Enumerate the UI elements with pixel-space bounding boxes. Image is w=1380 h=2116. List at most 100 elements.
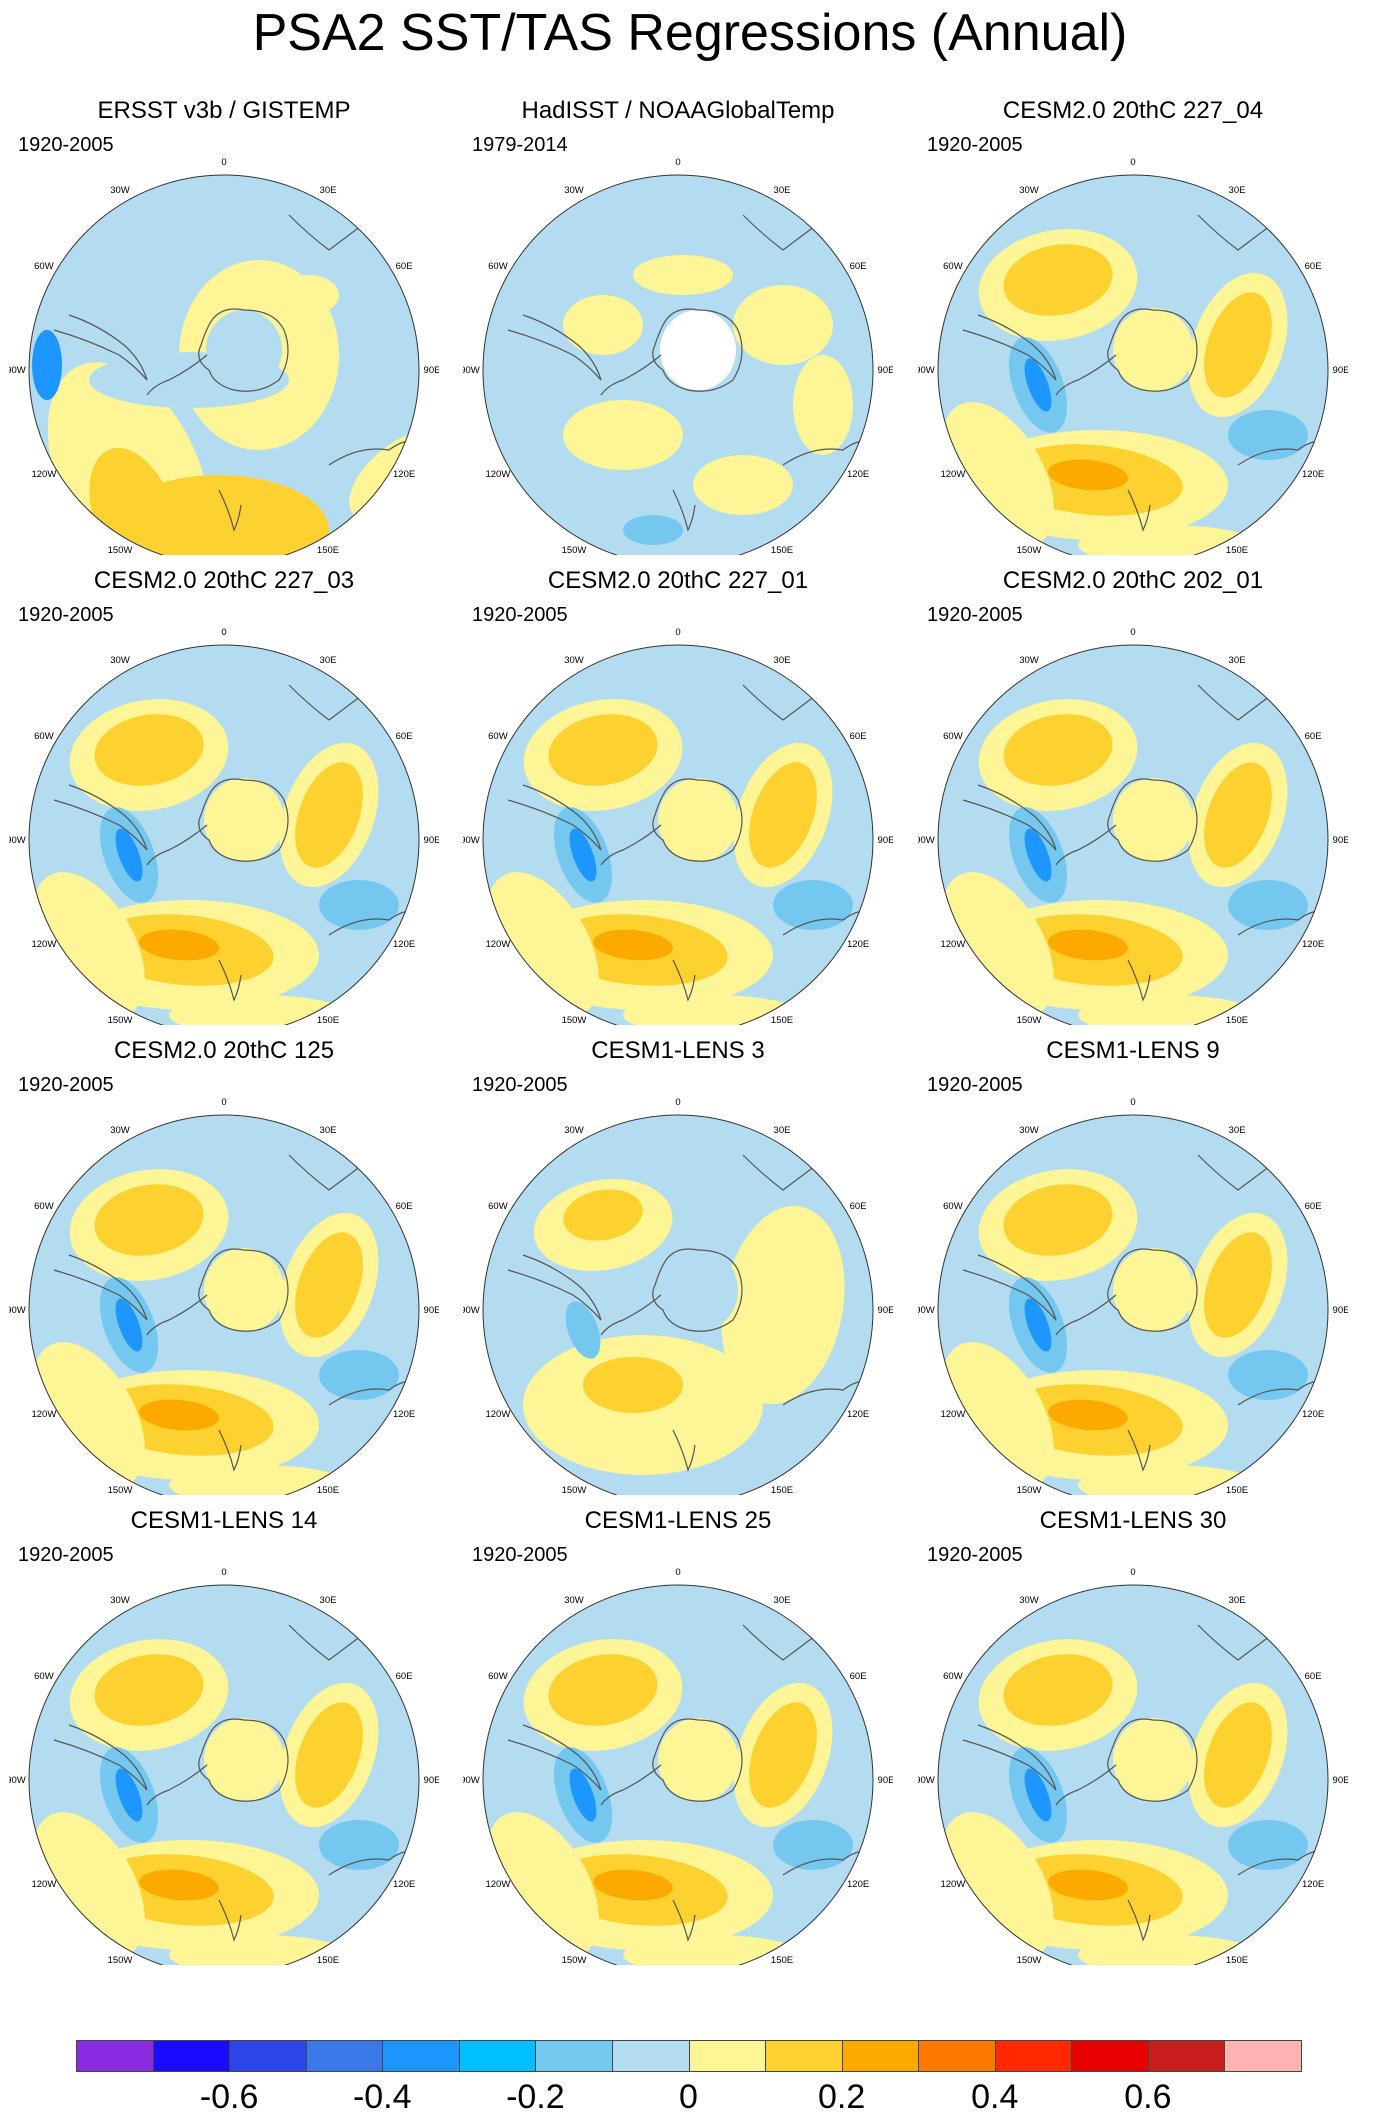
anomaly-region	[563, 400, 683, 470]
longitude-label: 90W	[918, 1305, 935, 1316]
anomaly-region	[319, 1350, 399, 1400]
longitude-label: 30W	[110, 1125, 130, 1136]
map-panel: CESM1-LENS 30 1920-2005 0 30E 60E 90E 120E 150E…	[918, 1505, 1348, 1965]
anomaly-region	[1204, 762, 1272, 868]
panel-period: 1920-2005	[927, 604, 1023, 626]
anomaly-region	[1078, 1935, 1258, 1965]
longitude-label: 0	[1130, 1097, 1135, 1108]
anomaly-region	[593, 929, 673, 961]
longitude-label: 0	[221, 1097, 226, 1108]
longitude-label: 60E	[850, 1201, 867, 1212]
longitude-label: 60W	[488, 1671, 508, 1682]
longitude-label: 60E	[850, 1671, 867, 1682]
longitude-label: 60W	[943, 261, 963, 272]
panel-title: CESM2.0 20thC 227_03	[93, 567, 355, 594]
longitude-label: 150W	[562, 1955, 587, 1965]
panel-title: CESM2.0 20thC 125	[113, 1037, 335, 1064]
colorbar-swatch	[76, 2040, 154, 2072]
longitude-label: 120E	[393, 1409, 415, 1420]
anomaly-region	[1113, 778, 1193, 862]
longitude-label: 150W	[108, 1955, 133, 1965]
main-title: PSA2 SST/TAS Regressions (Annual)	[252, 4, 1128, 62]
longitude-label: 90E	[878, 835, 893, 846]
panel-period: 1920-2005	[927, 1074, 1023, 1096]
longitude-label: 60W	[943, 1201, 963, 1212]
longitude-label: 60E	[1305, 1201, 1322, 1212]
longitude-label: 30W	[1019, 655, 1039, 666]
anomaly-region	[204, 1248, 284, 1332]
longitude-label: 0	[675, 627, 680, 638]
map-boundary	[28, 1584, 420, 1965]
longitude-label: 0	[221, 627, 226, 638]
longitude-label: 120W	[485, 1409, 510, 1420]
longitude-label: 0	[221, 1567, 226, 1578]
colorbar-label: -0.6	[199, 2078, 259, 2116]
colorbar-swatch	[229, 2040, 307, 2072]
longitude-label: 90W	[9, 835, 26, 846]
anomaly-region	[32, 330, 62, 400]
colorbar-swatch	[305, 2040, 384, 2072]
longitude-label: 90E	[1333, 1305, 1348, 1316]
longitude-label: 120W	[31, 1879, 56, 1890]
longitude-label: 30E	[1229, 185, 1246, 196]
longitude-label: 0	[1130, 1567, 1135, 1578]
anomaly-region	[169, 1935, 349, 1965]
colorbar-label: 0	[679, 2078, 698, 2116]
anomaly-region	[563, 1189, 643, 1241]
polar-map: 030E60E90E120E150E180150W120W90W60W30W	[9, 1097, 439, 1495]
anomaly-region	[1024, 1768, 1052, 1822]
longitude-label: 60E	[396, 1201, 413, 1212]
polar-map: 030E60E90E120E150E180150W120W90W60W30W	[9, 1567, 439, 1965]
longitude-label: 150W	[562, 545, 587, 555]
map-panel: CESM1-LENS 14 1920-2005 0 30E 60E 90E 120E 150E…	[9, 1505, 439, 1965]
polar-map: 030E60E90E120E150E180150W120W90W60W30W	[9, 627, 439, 1025]
anomaly-region	[115, 1298, 143, 1352]
anomaly-region	[295, 1232, 363, 1338]
map-boundary	[937, 644, 1329, 1025]
longitude-label: 60W	[943, 1671, 963, 1682]
longitude-label: 90E	[878, 1775, 893, 1786]
anomaly-region	[569, 828, 597, 882]
longitude-label: 90W	[918, 1775, 935, 1786]
anomaly-region	[721, 1205, 845, 1405]
anomaly-region	[623, 1935, 803, 1965]
longitude-label: 0	[675, 157, 680, 168]
anomaly-region	[1204, 1232, 1272, 1338]
anomaly-region	[115, 1768, 143, 1822]
map-boundary	[28, 174, 420, 555]
anomaly-region	[1228, 880, 1308, 930]
polar-map: 030E60E90E120E150E180150W120W90W60W30W	[463, 1097, 893, 1495]
longitude-label: 150E	[771, 1015, 793, 1025]
longitude-label: 120W	[940, 1879, 965, 1890]
anomaly-region	[563, 295, 643, 355]
anomaly-region	[1228, 1350, 1308, 1400]
longitude-label: 90W	[463, 835, 480, 846]
longitude-label: 90W	[9, 1775, 26, 1786]
panel-title: CESM1-LENS 14	[130, 1507, 318, 1534]
map-boundary	[937, 174, 1329, 555]
anomaly-region	[583, 1357, 683, 1413]
panel-title: HadISST / NOAAGlobalTemp	[521, 97, 835, 124]
anomaly-region	[569, 1768, 597, 1822]
longitude-label: 120W	[31, 469, 56, 480]
longitude-label: 30E	[320, 185, 337, 196]
colorbar-label: -0.4	[352, 2078, 412, 2116]
map-boundary	[28, 644, 420, 1025]
longitude-label: 90E	[1333, 1775, 1348, 1786]
longitude-label: 30E	[774, 1125, 791, 1136]
anomaly-region	[89, 352, 289, 408]
longitude-label: 0	[675, 1567, 680, 1578]
colorbar-swatch	[765, 2040, 843, 2072]
longitude-label: 90E	[878, 365, 893, 376]
anomaly-region	[693, 455, 793, 515]
panel-period: 1920-2005	[18, 1544, 114, 1566]
coastline	[507, 684, 873, 1002]
anomaly-region	[1113, 1248, 1193, 1332]
map-boundary	[482, 644, 874, 1025]
longitude-label: 30E	[1229, 1595, 1246, 1606]
longitude-label: 150E	[1226, 1485, 1248, 1495]
longitude-label: 30W	[564, 185, 584, 196]
anomaly-region	[139, 1399, 219, 1431]
map-boundary	[482, 1584, 874, 1965]
longitude-label: 60W	[488, 731, 508, 742]
